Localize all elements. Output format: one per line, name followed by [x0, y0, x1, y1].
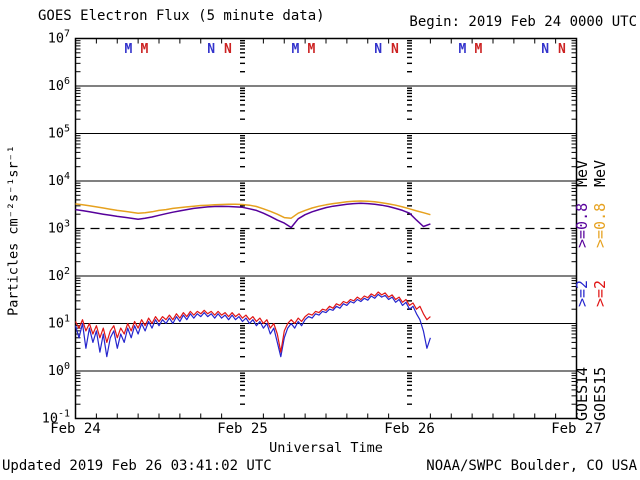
- satellite-noon-marker: N: [224, 42, 232, 57]
- satellite-noon-marker: N: [374, 42, 382, 57]
- legend-satellite-goes14: GOES14: [573, 367, 591, 421]
- x-tick-label: Feb 25: [217, 421, 268, 437]
- y-tick-label: 103: [48, 219, 70, 237]
- legend-e2-goes15: >=2: [591, 280, 609, 307]
- y-tick-label: 105: [48, 124, 70, 142]
- satellite-noon-marker: N: [541, 42, 549, 57]
- satellite-midnight-marker: M: [474, 42, 482, 57]
- series-goes15-0-8-mev: [75, 200, 431, 219]
- series-goes14-0-8-mev: [75, 202, 431, 229]
- y-tick-label: 107: [48, 29, 70, 47]
- x-axis-title: Universal Time: [269, 440, 383, 456]
- y-tick-label: 101: [48, 314, 70, 332]
- satellite-midnight-marker: M: [124, 42, 132, 57]
- legend-unit-goes14: MeV: [573, 160, 591, 187]
- chart-title: GOES Electron Flux (5 minute data): [38, 8, 325, 24]
- series-goes14-2-mev: [74, 293, 431, 358]
- y-tick-label: 100: [48, 361, 70, 379]
- satellite-midnight-marker: M: [458, 42, 466, 57]
- y-tick-label: 104: [48, 171, 70, 189]
- x-tick-label: Feb 24: [50, 421, 101, 437]
- x-tick-label: Feb 26: [384, 421, 435, 437]
- legend-unit-goes15: MeV: [591, 160, 609, 187]
- updated-timestamp: Updated 2019 Feb 26 03:41:02 UTC: [2, 458, 272, 474]
- satellite-noon-marker: N: [558, 42, 566, 57]
- x-tick-label: Feb 27: [551, 421, 602, 437]
- y-tick-label: 106: [48, 76, 70, 94]
- satellite-midnight-marker: M: [307, 42, 315, 57]
- data-source-label: NOAA/SWPC Boulder, CO USA: [426, 458, 637, 474]
- y-tick-label: 102: [48, 266, 70, 284]
- begin-time-label: Begin: 2019 Feb 24 0000 UTC: [409, 14, 637, 30]
- series-goes15-2-mev: [74, 291, 431, 353]
- legend-e08-goes15: >=0.8: [591, 203, 609, 248]
- legend-satellite-goes15: GOES15: [591, 367, 609, 421]
- legend-e2-goes14: >=2: [573, 280, 591, 307]
- legend-e08-goes14: >=0.8: [573, 203, 591, 248]
- satellite-midnight-marker: M: [291, 42, 299, 57]
- satellite-noon-marker: N: [391, 42, 399, 57]
- y-axis-unit-label: Particles cm⁻²s⁻¹sr⁻¹: [5, 145, 22, 316]
- satellite-midnight-marker: M: [140, 42, 148, 57]
- satellite-noon-marker: N: [207, 42, 215, 57]
